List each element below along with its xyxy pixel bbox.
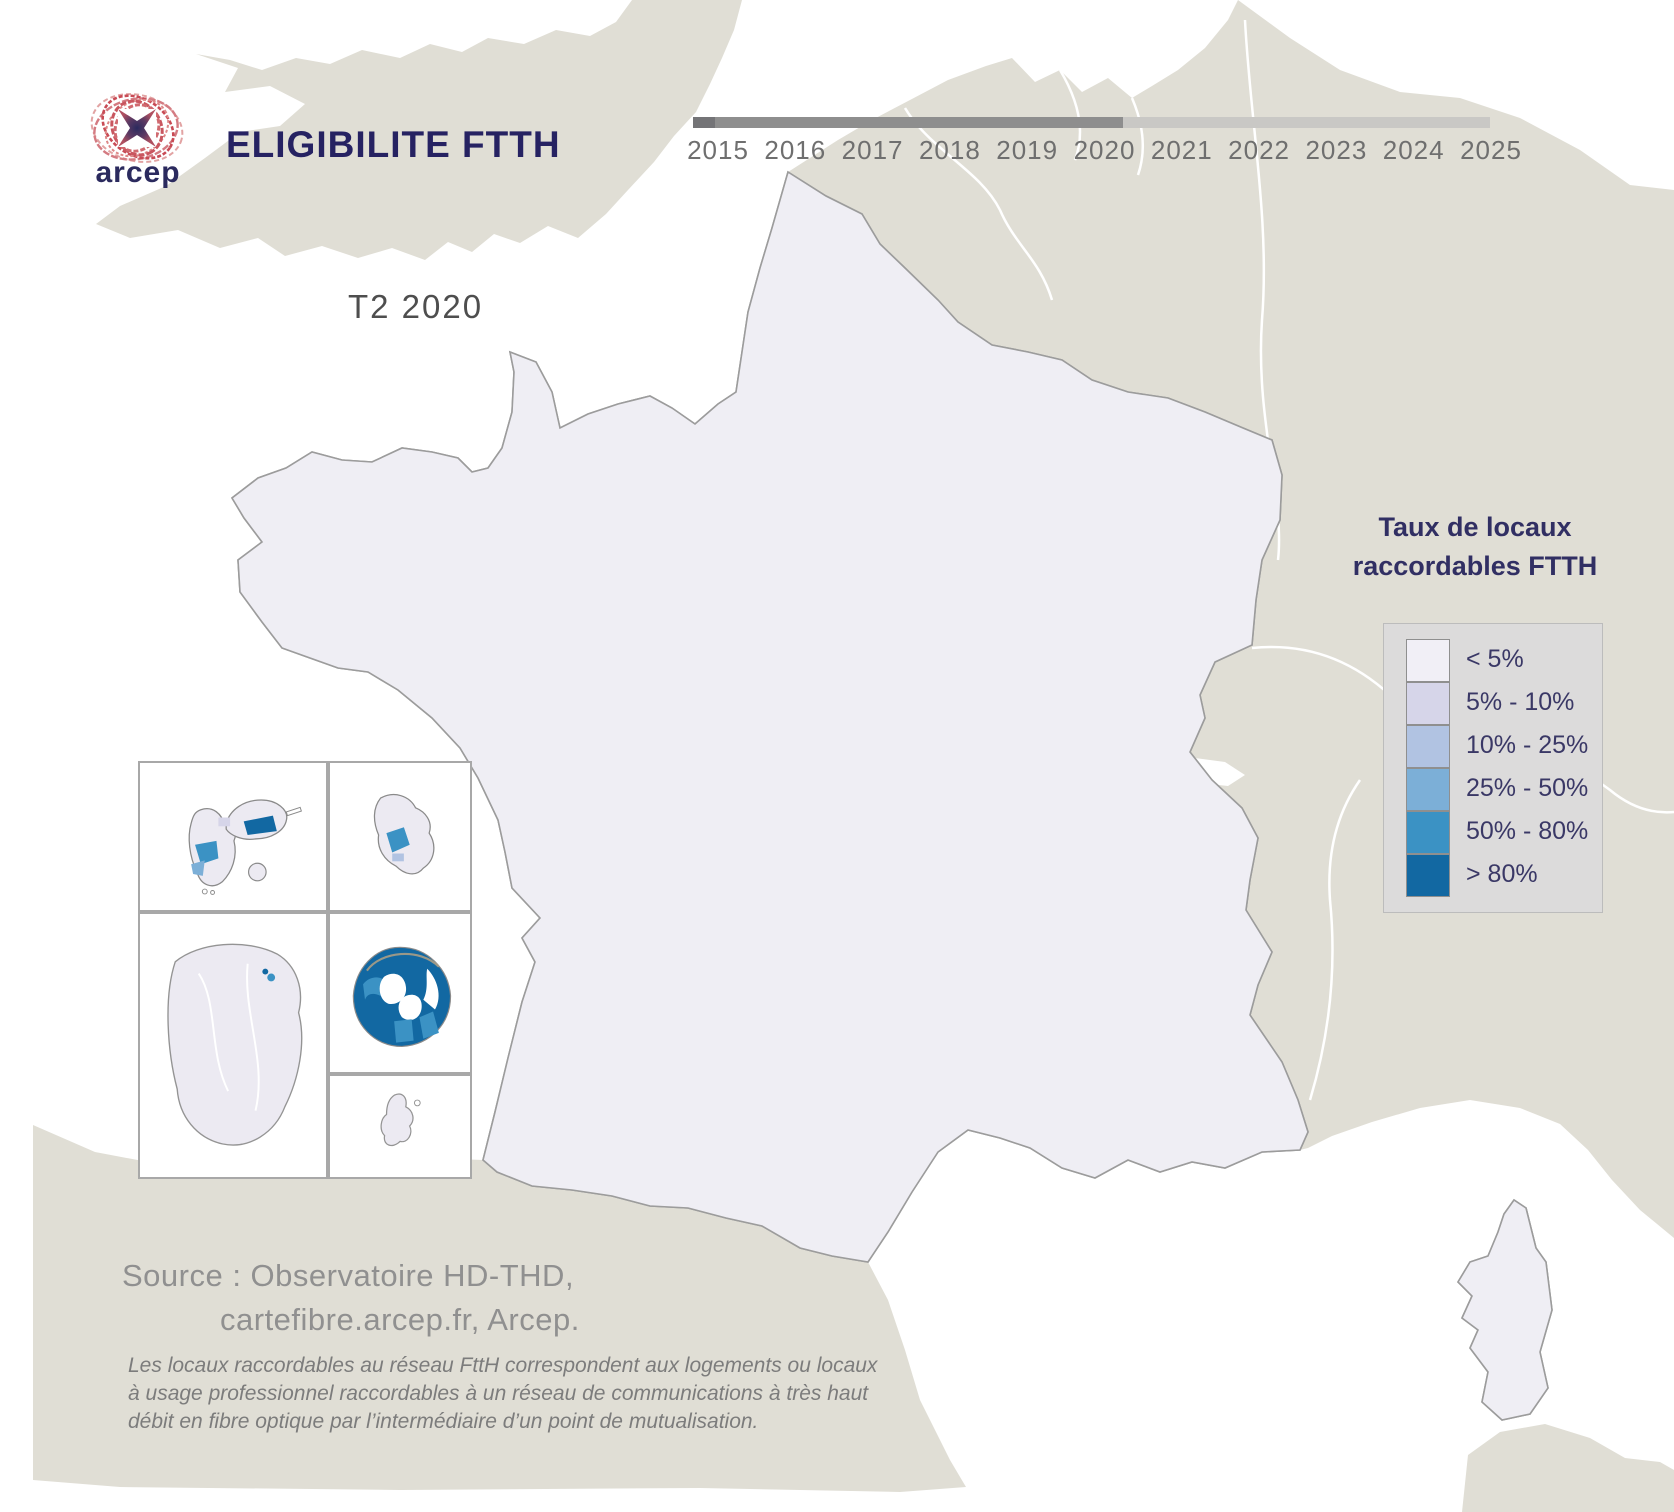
legend-item-5: > 80% — [1406, 853, 1602, 897]
source-line-2: cartefibre.arcep.fr, Arcep. — [220, 1302, 580, 1337]
north-sea — [1238, 0, 1674, 190]
patch-50-80 — [195, 840, 219, 865]
legend-item-0: < 5% — [1406, 638, 1602, 682]
logo-scribble — [90, 93, 184, 163]
legend-swatch — [1406, 681, 1450, 725]
legend-label: < 5% — [1466, 645, 1524, 673]
legend-item-3: 25% - 50% — [1406, 767, 1602, 811]
legend-label: 50% - 80% — [1466, 817, 1589, 845]
timeline-year-2017: 2017 — [841, 135, 904, 165]
timeline-year-2018: 2018 — [918, 135, 981, 165]
inset-guadeloupe — [138, 761, 328, 912]
timeline-year-2019: 2019 — [996, 135, 1059, 165]
legend-swatch — [1406, 810, 1450, 854]
guyane-landmass — [167, 943, 303, 1146]
timeline-track[interactable] — [693, 117, 1490, 128]
guyane-rivers — [197, 963, 260, 1111]
legend-swatch — [1406, 767, 1450, 811]
timeline-year-2022: 2022 — [1228, 135, 1291, 165]
timeline-handle[interactable] — [693, 117, 715, 128]
timeline-progress — [693, 117, 1123, 128]
legend-swatch — [1406, 853, 1450, 897]
logo-pinwheel — [118, 109, 156, 147]
land-england — [96, 0, 742, 260]
land-spain — [33, 1125, 966, 1492]
inset-martinique — [328, 761, 472, 912]
legend-item-4: 50% - 80% — [1406, 810, 1602, 854]
page-title: ELIGIBILITE FTTH — [226, 124, 561, 165]
mayotte-island — [380, 1093, 414, 1147]
patch-80 — [243, 815, 277, 836]
legend-label: 10% - 25% — [1466, 731, 1589, 759]
legend-label: 5% - 10% — [1466, 688, 1575, 716]
timeline-year-2025: 2025 — [1460, 135, 1522, 165]
patch-50-80 — [386, 827, 410, 853]
period-label: T2 2020 — [348, 288, 484, 325]
timeline-year-2023: 2023 — [1305, 135, 1368, 165]
timeline-year-2021: 2021 — [1150, 135, 1213, 165]
legend-label: > 80% — [1466, 860, 1538, 888]
source-line-1: Source : Observatoire HD-THD, — [122, 1258, 575, 1293]
coast-ring — [366, 953, 440, 972]
legend-label: 25% - 50% — [1466, 774, 1589, 802]
timeline-year-2015: 2015 — [687, 135, 749, 165]
timeline-year-2016: 2016 — [764, 135, 827, 165]
patch-25-50 — [191, 860, 205, 876]
land-sardinia — [1462, 1424, 1674, 1512]
inset-guyane — [138, 912, 328, 1179]
legend-title: Taux de locaux raccordables FTTH — [1352, 512, 1598, 582]
legend-item-2: 10% - 25% — [1406, 724, 1602, 768]
inset-reunion — [328, 912, 472, 1074]
legend-swatch — [1406, 638, 1450, 682]
legend-swatch — [1406, 724, 1450, 768]
arcep-wordmark: arcep — [95, 156, 181, 189]
legend-item-1: 5% - 10% — [1406, 681, 1602, 725]
legend: < 5% 5% - 10% 10% - 25% 25% - 50% 50% - 80% >… — [1383, 623, 1603, 913]
timeline-year-2020: 2020 — [1073, 135, 1136, 165]
patch-50-80 — [394, 1019, 414, 1043]
land-continent — [788, 0, 1674, 1238]
footnote: Les locaux raccordables au réseau FttH c… — [128, 1354, 878, 1433]
inset-mayotte — [328, 1074, 472, 1179]
timeline-year-2024: 2024 — [1382, 135, 1445, 165]
arcep-logo — [90, 93, 184, 163]
